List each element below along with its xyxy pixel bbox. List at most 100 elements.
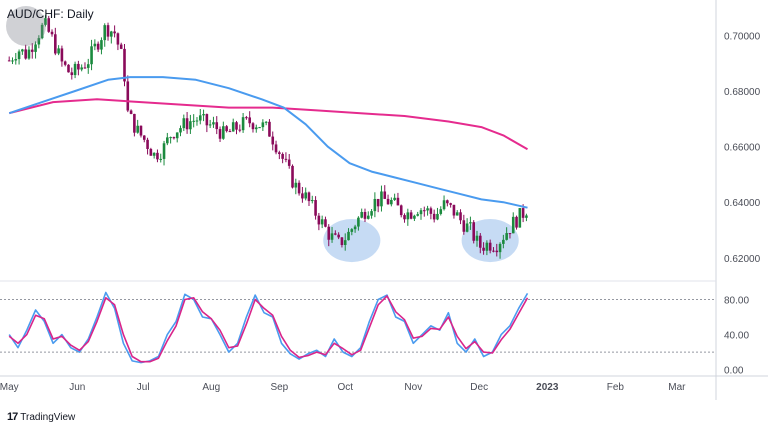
candle-body xyxy=(406,212,410,220)
candle-body xyxy=(225,126,228,132)
candle-body xyxy=(40,24,44,39)
time-tick-label: May xyxy=(0,382,19,393)
candle-body xyxy=(432,213,436,220)
candle-body xyxy=(274,144,278,153)
candle-body xyxy=(14,59,18,61)
candle-body xyxy=(27,49,31,59)
candle-body xyxy=(268,121,271,137)
candle-body xyxy=(231,122,235,132)
candle-body xyxy=(175,132,179,139)
candle-body xyxy=(238,129,242,131)
candle-body xyxy=(202,114,205,116)
candle-body xyxy=(139,125,143,136)
candle-body xyxy=(327,226,331,240)
candle-body xyxy=(73,63,77,76)
candle-body xyxy=(518,208,522,228)
time-tick-label: Jul xyxy=(137,382,150,393)
candle-body xyxy=(93,43,97,47)
candle-body xyxy=(317,215,321,225)
candle-body xyxy=(198,115,202,121)
candle-body xyxy=(353,226,357,230)
candle-body xyxy=(498,243,502,253)
highlight-ellipse-1 xyxy=(323,218,381,263)
candle-body xyxy=(113,31,116,34)
candle-body xyxy=(149,148,153,156)
candle-body xyxy=(301,193,304,199)
candle-body xyxy=(446,200,449,204)
candle-body xyxy=(357,217,360,227)
candle-body xyxy=(208,124,212,126)
time-tick-label: Jun xyxy=(69,382,85,393)
candle-body xyxy=(416,214,420,216)
candle-body xyxy=(422,210,426,212)
stochastic-tick-label: 40.00 xyxy=(724,331,749,342)
candle-body xyxy=(469,222,472,224)
candle-body xyxy=(57,48,60,54)
candle-body xyxy=(521,208,525,218)
candle-body xyxy=(152,152,156,156)
candle-body xyxy=(169,137,172,139)
candle-body xyxy=(386,198,390,205)
candle-body xyxy=(310,200,314,202)
price-tick-label: 0.70000 xyxy=(724,31,761,42)
candle-body xyxy=(366,215,370,219)
candle-body xyxy=(380,191,383,207)
candle-body xyxy=(156,152,159,160)
candle-body xyxy=(330,233,334,240)
candle-body xyxy=(235,122,238,130)
candle-body xyxy=(146,139,149,149)
candle-body xyxy=(70,72,74,76)
candle-body xyxy=(245,117,248,119)
candle-body xyxy=(281,154,284,159)
candle-body xyxy=(126,81,130,111)
candle-body xyxy=(284,158,288,160)
candle-body xyxy=(462,220,466,232)
candle-body xyxy=(159,158,163,160)
candle-body xyxy=(106,25,110,37)
candle-body xyxy=(205,114,209,126)
price-tick-label: 0.62000 xyxy=(724,254,761,265)
candle-body xyxy=(399,205,403,216)
price-tick-label: 0.68000 xyxy=(724,87,761,98)
candle-body xyxy=(248,117,251,124)
candle-body xyxy=(383,191,387,199)
candle-body xyxy=(475,235,479,241)
candle-body xyxy=(7,60,11,62)
candle-body xyxy=(472,222,476,241)
candle-body xyxy=(502,239,505,244)
candle-body xyxy=(376,198,380,207)
candle-body xyxy=(215,122,219,130)
candle-body xyxy=(258,127,261,129)
candle-body xyxy=(343,240,347,246)
candle-body xyxy=(409,212,413,219)
candle-body xyxy=(86,64,90,68)
symbol-logo-icon xyxy=(6,6,46,46)
candle-body xyxy=(54,34,57,54)
candle-body xyxy=(254,127,258,130)
candle-body xyxy=(166,137,169,144)
stochastic-tick-label: 0.00 xyxy=(724,366,744,377)
candle-body xyxy=(123,48,126,82)
candle-body xyxy=(67,64,70,73)
candle-body xyxy=(525,215,528,218)
brand-footer[interactable]: 17 TradingView xyxy=(7,411,75,423)
time-tick-label: Mar xyxy=(668,382,686,393)
tradingview-logo-icon: 17 xyxy=(7,411,18,423)
stochastic-tick-label: 80.00 xyxy=(724,296,749,307)
time-tick-label: Oct xyxy=(337,382,353,393)
candle-body xyxy=(80,67,83,70)
candle-body xyxy=(37,38,41,45)
candle-body xyxy=(103,25,107,41)
candle-body xyxy=(162,143,166,159)
time-tick-label: Dec xyxy=(470,382,488,393)
candle-body xyxy=(241,117,245,131)
candle-body xyxy=(179,128,182,133)
candle-body xyxy=(426,208,429,211)
candle-body xyxy=(63,61,67,65)
candle-body xyxy=(34,44,37,52)
candle-body xyxy=(370,211,373,216)
candle-body xyxy=(347,231,350,241)
candle-body xyxy=(465,223,469,232)
